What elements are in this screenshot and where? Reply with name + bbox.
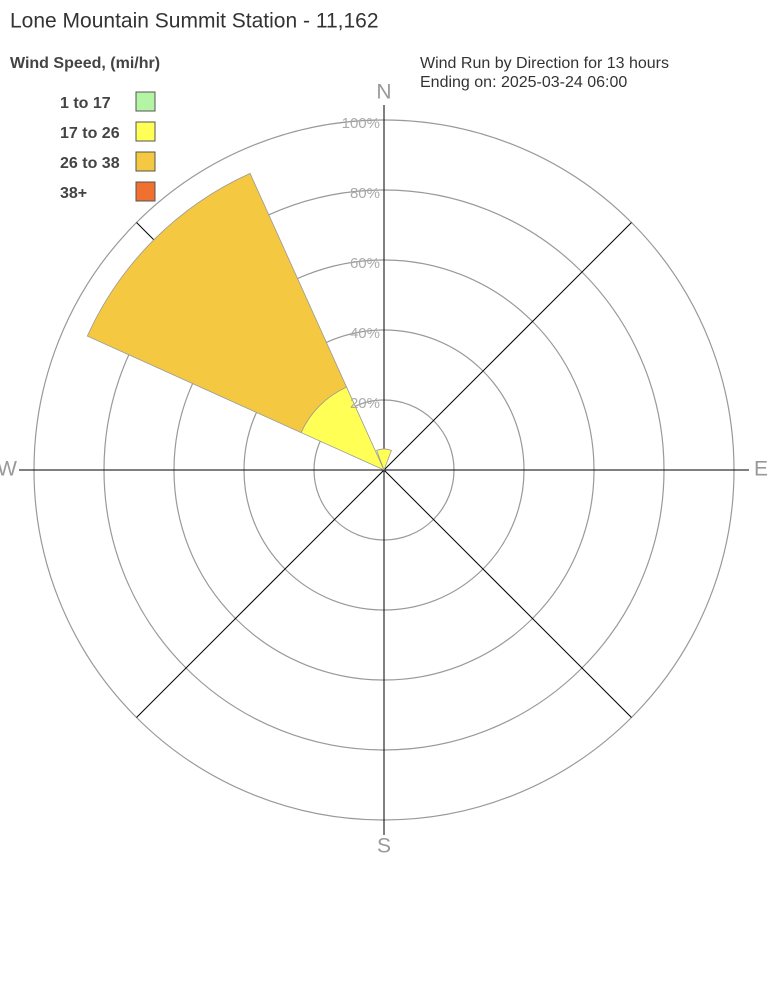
legend-label: 1 to 17: [60, 95, 111, 112]
wedge: [376, 448, 392, 472]
legend-title: Wind Speed, (mi/hr): [10, 55, 160, 72]
subtitle: Ending on: 2025-03-24 06:00: [420, 74, 627, 91]
r-tick-label: 20%: [350, 395, 380, 412]
legend-swatch: [135, 121, 156, 142]
r-tick-label: 60%: [350, 255, 380, 272]
direction-label: W: [0, 458, 17, 481]
legend-label: 38+: [60, 185, 87, 202]
subtitle: Wind Run by Direction for 13 hours: [420, 55, 669, 72]
legend-swatch: [135, 181, 156, 202]
legend-swatch: [135, 151, 156, 172]
direction-label: S: [377, 835, 391, 858]
r-tick-label: 40%: [350, 325, 380, 342]
chart-title: Lone Mountain Summit Station - 11,162: [10, 10, 379, 33]
spoke: [136, 469, 385, 718]
spoke: [383, 222, 632, 471]
spoke: [383, 469, 632, 718]
legend-label: 26 to 38: [60, 155, 120, 172]
legend-label: 17 to 26: [60, 125, 120, 142]
direction-label: N: [376, 81, 391, 104]
direction-label: E: [754, 458, 768, 481]
wedge: [86, 172, 348, 434]
legend-swatch: [135, 91, 156, 112]
r-tick-label: 100%: [342, 115, 380, 132]
r-tick-label: 80%: [350, 185, 380, 202]
